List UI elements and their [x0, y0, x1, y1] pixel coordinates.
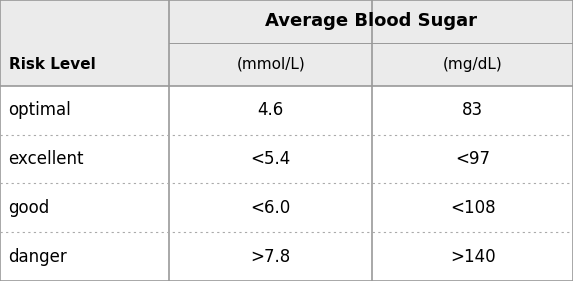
Text: <6.0: <6.0 — [250, 199, 291, 217]
Text: <5.4: <5.4 — [250, 150, 291, 168]
Bar — [0, 86, 573, 281]
Text: >140: >140 — [450, 248, 496, 266]
Text: Risk Level: Risk Level — [9, 57, 95, 72]
Text: >7.8: >7.8 — [250, 248, 291, 266]
Text: (mg/dL): (mg/dL) — [443, 57, 503, 72]
Text: (mmol/L): (mmol/L) — [237, 57, 305, 72]
Text: Average Blood Sugar: Average Blood Sugar — [265, 12, 477, 30]
Text: 4.6: 4.6 — [258, 101, 284, 119]
Text: optimal: optimal — [9, 101, 72, 119]
Text: danger: danger — [9, 248, 68, 266]
Text: <108: <108 — [450, 199, 496, 217]
Text: good: good — [9, 199, 50, 217]
Text: excellent: excellent — [9, 150, 84, 168]
Text: <97: <97 — [455, 150, 490, 168]
Bar — [0, 0, 573, 86]
Text: 83: 83 — [462, 101, 483, 119]
